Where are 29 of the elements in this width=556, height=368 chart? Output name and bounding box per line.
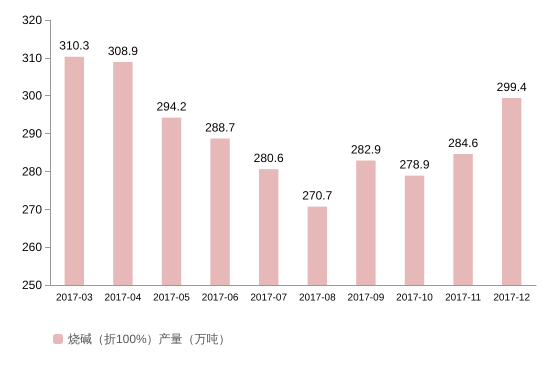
x-tick-label: 2017-07 <box>250 292 288 304</box>
x-tick-label: 2017-12 <box>493 292 530 304</box>
data-label: 294.2 <box>156 100 187 114</box>
y-tick-label: 280 <box>22 164 42 178</box>
data-label: 288.7 <box>205 120 236 134</box>
data-label: 299.4 <box>496 80 528 94</box>
data-label: 280.6 <box>254 151 284 166</box>
x-tick-label: 2017-08 <box>298 292 336 304</box>
y-tick-label: 320 <box>22 13 42 27</box>
x-tick-label: 2017-03 <box>56 292 94 304</box>
y-tick-label: 310 <box>22 50 42 65</box>
y-tick-label: 260 <box>22 240 42 254</box>
x-tick-label: 2017-04 <box>104 292 142 304</box>
data-label: 270.7 <box>302 188 333 203</box>
data-label: 308.9 <box>108 44 138 58</box>
x-tick-label: 2017-06 <box>202 292 239 304</box>
data-label: 282.9 <box>350 142 382 156</box>
legend-label: 烧碱（折100%）产量（万吨） <box>68 332 231 346</box>
x-tick-label: 2017-11 <box>445 292 482 304</box>
data-label: 284.6 <box>448 136 478 150</box>
data-label: 278.9 <box>399 158 430 172</box>
x-tick-label: 2017-05 <box>153 292 190 304</box>
y-tick-label: 290 <box>22 126 42 141</box>
y-tick-label: 300 <box>22 88 42 103</box>
y-tick-label: 270 <box>22 202 42 216</box>
y-tick-label: 250 <box>22 278 42 292</box>
data-label: 310.3 <box>59 38 90 53</box>
x-tick-label: 2017-09 <box>348 292 385 304</box>
x-tick-label: 2017-10 <box>396 292 434 304</box>
